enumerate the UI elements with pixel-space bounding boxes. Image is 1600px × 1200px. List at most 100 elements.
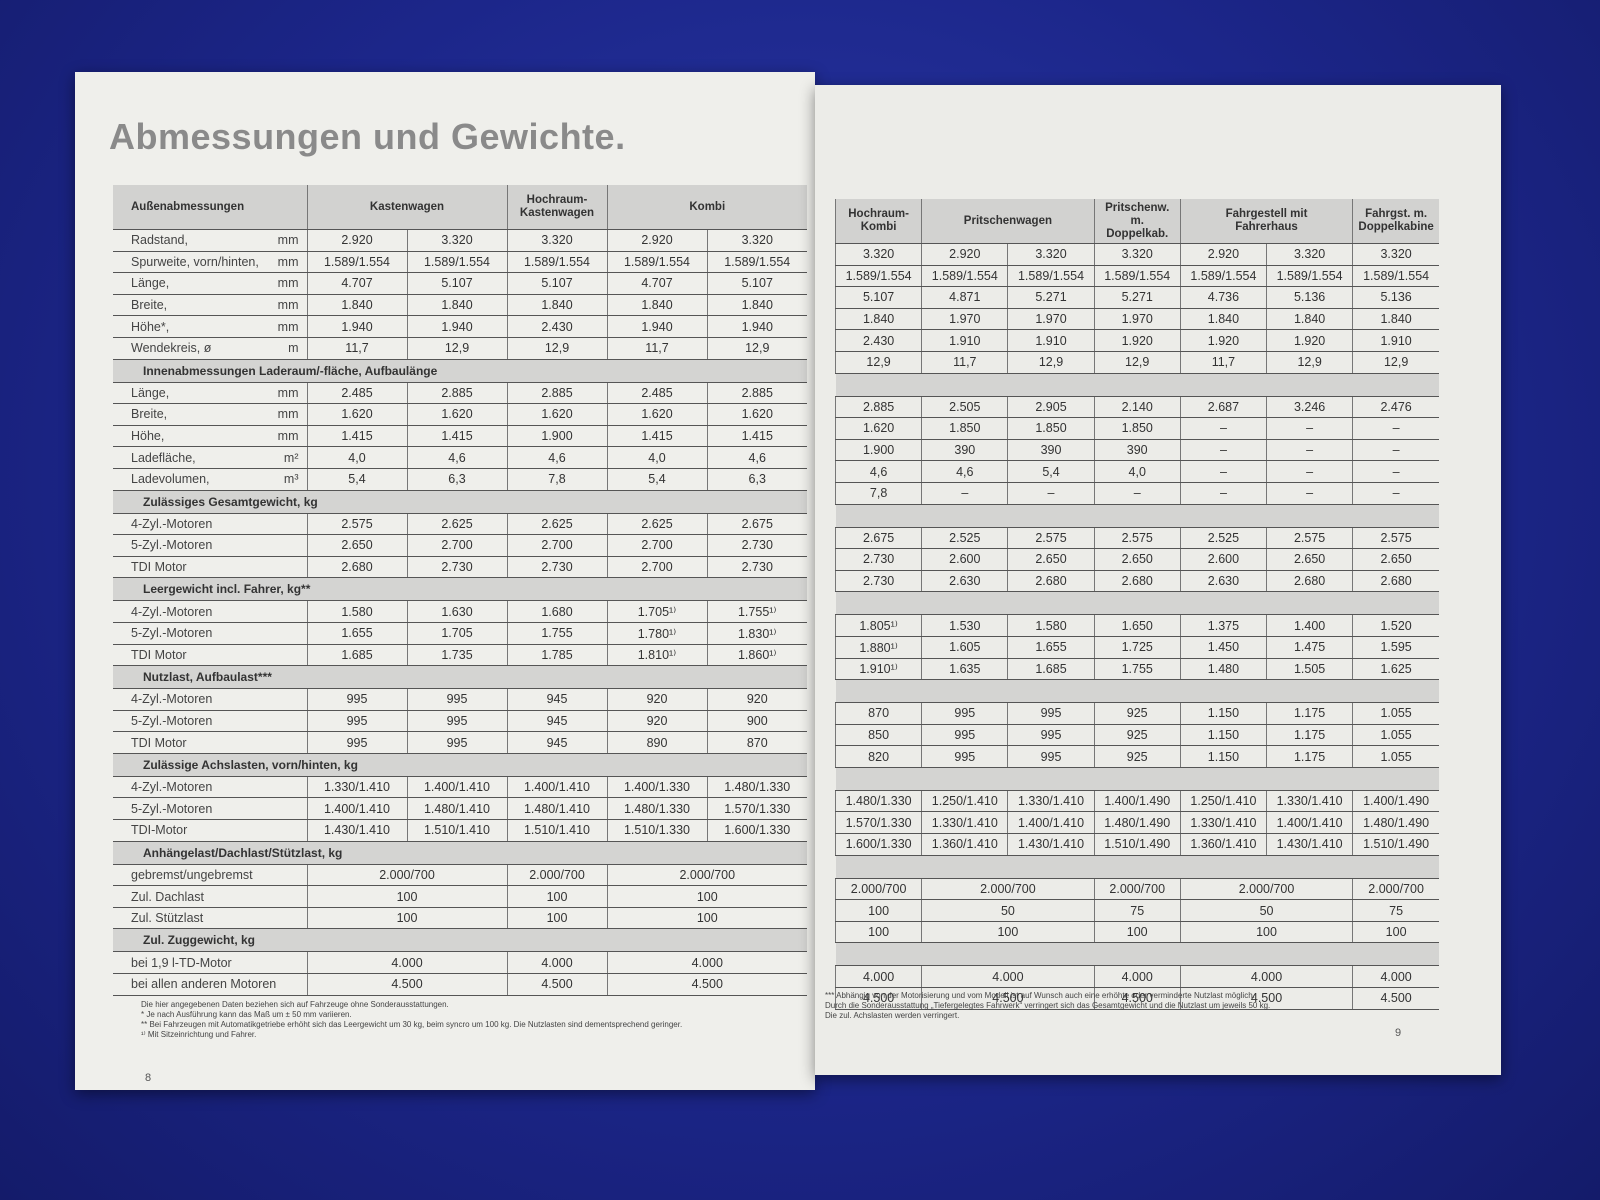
cell: 1.600/1.330 xyxy=(706,819,807,842)
cell: 1.589/1.554 xyxy=(406,251,507,274)
cell: 995 xyxy=(406,710,507,733)
group-header: Kastenwagen xyxy=(306,185,507,230)
cell: 2.476 xyxy=(1352,396,1439,419)
cell: 1.570/1.330 xyxy=(706,797,807,821)
section-title: Innenabmessungen Laderaum/-fläche, Aufba… xyxy=(113,359,807,383)
cell: 1.840 xyxy=(306,294,407,317)
cell: 1.920 xyxy=(1266,329,1353,352)
cell: 1.910 xyxy=(1352,329,1439,352)
cell: 2.675 xyxy=(706,513,807,536)
cell: 1.600/1.330 xyxy=(834,833,922,856)
cell: 1.400/1.410 xyxy=(1007,811,1095,835)
cell: 1.400/1.490 xyxy=(1093,790,1181,813)
table-row: 4-Zyl.-Motoren 1.330/1.410 1.400/1.410 1.40… xyxy=(113,776,807,799)
table-row: 5-Zyl.-Motoren 995 995 945 920 900 xyxy=(113,710,807,733)
cell: 2.575 xyxy=(1266,527,1353,550)
cell: 4.500 xyxy=(306,973,507,996)
footnotes: *** Abhängig von der Motorisierung und v… xyxy=(825,991,1325,1021)
cell: 1.480/1.490 xyxy=(1093,811,1181,835)
cell: 4.000 xyxy=(306,951,507,975)
cell: 2.000/700 xyxy=(1093,878,1181,901)
cell: 50 xyxy=(1179,899,1353,922)
section-row xyxy=(835,767,1439,791)
footnote: * Je nach Ausführung kann das Maß um ± 5… xyxy=(141,1010,352,1019)
table-row: 5-Zyl.-Motoren 1.400/1.410 1.480/1.410 1.48… xyxy=(113,797,807,821)
label-text: 4-Zyl.-Motoren xyxy=(131,780,213,795)
table-row: 4-Zyl.-Motoren 2.575 2.625 2.625 2.625 2.675 xyxy=(113,513,807,536)
cell: 2.430 xyxy=(834,329,922,352)
left-page: Abmessungen und Gewichte. Außenabmessung… xyxy=(75,72,815,1090)
table-row: Wendekreis, ø m 11,7 12,9 12,9 11,7 12,9 xyxy=(113,337,807,360)
cell: 75 xyxy=(1352,899,1439,922)
cell: – xyxy=(1352,460,1439,483)
cell: 2.730 xyxy=(834,570,922,593)
label-text: Breite, xyxy=(131,407,168,422)
cell: 1.150 xyxy=(1179,745,1267,768)
section-row xyxy=(835,504,1439,528)
cell: 7,8 xyxy=(506,468,607,491)
cell: 1.589/1.554 xyxy=(1179,265,1267,288)
cell: 4.000 xyxy=(921,965,1095,989)
cell: 12,9 xyxy=(1007,351,1095,374)
row-label: Ladevolumen, m³ xyxy=(113,468,307,491)
cell: 2.650 xyxy=(306,534,407,557)
table-row: 2.675 2.525 2.575 2.575 2.525 2.575 2.575 xyxy=(834,527,1439,550)
table-row: 1.620 1.850 1.850 1.850– – – xyxy=(834,417,1439,440)
section-row: Anhängelast/Dachlast/Stützlast, kg xyxy=(113,841,807,865)
cell: 1.530 xyxy=(921,614,1008,637)
row-label: 5-Zyl.-Motoren xyxy=(113,534,307,557)
cell: 1.400/1.410 xyxy=(506,776,607,799)
cell: 1.055 xyxy=(1352,745,1439,768)
row-label: 5-Zyl.-Motoren xyxy=(113,710,307,733)
cell: 1.175 xyxy=(1266,745,1353,768)
section-title xyxy=(835,591,1439,616)
cell: 2.625 xyxy=(506,513,607,536)
cell: 2.680 xyxy=(1266,570,1353,593)
cell: – xyxy=(1352,482,1439,505)
table-row: Zul. Stützlast 100 100 100 xyxy=(113,907,807,930)
cell: 4,0 xyxy=(1093,460,1181,483)
section-row xyxy=(835,373,1439,397)
cell: 1.970 xyxy=(1007,308,1095,331)
cell: – xyxy=(1266,460,1353,483)
cell: 1.330/1.410 xyxy=(1179,811,1267,835)
cell: 4,6 xyxy=(706,446,807,469)
cell: 1.400/1.410 xyxy=(1266,811,1353,835)
section-row xyxy=(835,679,1439,704)
table-row: 5.107 4.871 5.271 5.271 4.736 5.136 5.136 xyxy=(834,286,1439,309)
cell: 2.700 xyxy=(606,534,707,557)
table-row: Zul. Dachlast 100 100 100 xyxy=(113,885,807,908)
cell: 2.885 xyxy=(834,396,922,419)
cell: 1.330/1.410 xyxy=(1266,790,1353,813)
table-row: Spurweite, vorn/hinten, mm 1.589/1.554 1.58… xyxy=(113,251,807,274)
cell: 1.940 xyxy=(406,315,507,338)
cell: 1.175 xyxy=(1266,724,1353,747)
cell: – xyxy=(1179,482,1267,505)
group-header: Hochraum- Kastenwagen xyxy=(506,185,607,230)
cell: 2.600 xyxy=(921,548,1008,571)
footnote: Die zul. Achslasten werden verringert. xyxy=(825,1011,960,1020)
page-number: 8 xyxy=(145,1072,152,1084)
cell: 3.320 xyxy=(1007,243,1095,266)
cell: 1.630 xyxy=(406,600,507,623)
cell: 100 xyxy=(506,885,607,908)
cell: 1.510/1.330 xyxy=(606,819,707,842)
cell: 390 xyxy=(1007,439,1095,462)
row-label: TDI Motor xyxy=(113,731,307,754)
table-row: 1.910¹⁾ 1.635 1.685 1.755 1.480 1.505 1.625 xyxy=(834,658,1439,681)
cell: 12,9 xyxy=(1352,351,1439,374)
cell: 6,3 xyxy=(706,468,807,491)
cell: 2.905 xyxy=(1007,396,1095,419)
table-row: 2.730 2.630 2.680 2.680 2.630 2.680 2.680 xyxy=(834,570,1439,593)
label-text: TDI Motor xyxy=(131,647,187,662)
section-row xyxy=(835,591,1439,616)
label-text: Zul. Dachlast xyxy=(131,889,204,904)
cell: 1.250/1.410 xyxy=(921,790,1008,813)
table-row: 2.885 2.505 2.905 2.140 2.687 3.246 2.476 xyxy=(834,396,1439,419)
cell: 100 xyxy=(1352,921,1439,944)
table-row: 1.840 1.970 1.970 1.970 1.840 1.840 1.840 xyxy=(834,308,1439,331)
table-row: 2.430 1.910 1.910 1.920 1.920 1.920 1.910 xyxy=(834,329,1439,352)
section-title: Nutzlast, Aufbaulast*** xyxy=(113,665,807,690)
cell: – xyxy=(1352,439,1439,462)
cell: 2.430 xyxy=(506,315,607,338)
